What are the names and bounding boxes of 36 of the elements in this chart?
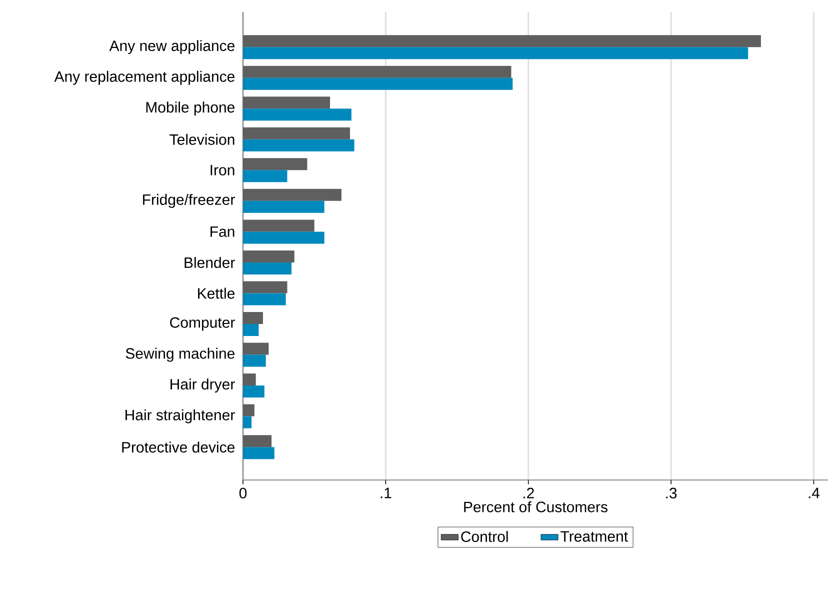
y-tick-label: Hair dryer xyxy=(170,378,235,393)
bar xyxy=(242,108,352,121)
y-tick-label: Blender xyxy=(184,256,235,268)
y-tick-label: Fan xyxy=(210,226,234,237)
bar xyxy=(242,139,354,152)
y-tick-label: Sewing machine xyxy=(126,348,234,362)
bar xyxy=(242,170,288,182)
bar xyxy=(242,324,259,336)
y-tick-label: Any replacement appliance xyxy=(54,70,234,85)
bar xyxy=(242,354,266,367)
bar xyxy=(242,47,748,60)
legend-label: Control xyxy=(461,531,508,542)
bar xyxy=(242,200,324,213)
y-tick-label: Protective device xyxy=(122,442,234,453)
x-tick-label: .2 xyxy=(523,488,534,498)
bar xyxy=(242,386,264,398)
y-tick-label: Any new appliance xyxy=(109,40,234,54)
bar xyxy=(242,447,274,460)
bar xyxy=(242,416,252,428)
y-tick-label: Fridge/freezer xyxy=(143,194,235,208)
y-tick-label: Kettle xyxy=(198,288,235,299)
x-tick-label: .3 xyxy=(666,488,677,498)
y-tick-label: Computer xyxy=(170,317,235,331)
y-tick-label: Hair straightener xyxy=(126,409,235,424)
y-tick-label: Iron xyxy=(210,164,234,176)
x-tick-label: 0 xyxy=(239,488,247,498)
bar xyxy=(242,78,513,90)
y-tick-label: Television xyxy=(170,134,234,145)
y-tick-label: Mobile phone xyxy=(146,102,234,116)
bar xyxy=(242,232,324,244)
x-tick-label: .4 xyxy=(808,488,820,498)
bar xyxy=(242,293,286,306)
x-tick-label: .1 xyxy=(380,488,392,498)
bar xyxy=(242,262,292,274)
x-axis-title: Percent of Customers xyxy=(464,501,608,512)
legend-label: Treatment xyxy=(560,531,628,542)
